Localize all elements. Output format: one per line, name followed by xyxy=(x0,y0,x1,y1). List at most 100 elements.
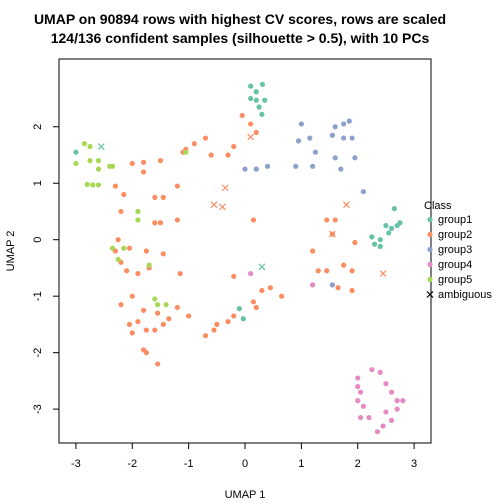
group2-point xyxy=(250,217,257,223)
group5-point xyxy=(135,217,141,223)
group5-point xyxy=(95,158,102,164)
group3-point xyxy=(310,163,316,169)
group2-point xyxy=(231,143,237,150)
group4-point xyxy=(355,383,361,390)
group4-point xyxy=(394,406,400,412)
group3-point xyxy=(329,282,335,288)
group2-point xyxy=(118,208,124,215)
ambiguous-point xyxy=(210,201,218,209)
group2-point xyxy=(352,239,358,246)
group4-point xyxy=(400,398,406,404)
group4-point xyxy=(394,398,400,404)
legend-marker-group1 xyxy=(427,216,433,223)
group2-point xyxy=(166,316,172,322)
group2-point xyxy=(160,251,166,257)
group5-point xyxy=(146,262,152,268)
group4-point xyxy=(388,417,395,424)
group3-point xyxy=(332,155,338,161)
group2-point xyxy=(191,141,197,147)
group1-point xyxy=(377,243,383,250)
group2-point xyxy=(239,112,245,119)
group2-point xyxy=(349,287,355,294)
group2-point xyxy=(160,321,166,328)
group4-point xyxy=(310,282,316,288)
group2-point xyxy=(129,293,135,299)
ambiguous-point xyxy=(328,230,336,238)
group5-point xyxy=(73,160,79,167)
group2-point xyxy=(174,217,180,223)
group1-point xyxy=(372,241,378,247)
y-axis: -3 -2 -1 0 1 2 xyxy=(32,124,60,414)
legend: Class group1 group2 group3 group4 group5 ambi… xyxy=(424,200,492,301)
x-tick-label: 2 xyxy=(355,458,361,470)
points-layer xyxy=(73,81,406,435)
group2-point xyxy=(129,160,135,167)
group2-point xyxy=(143,350,149,356)
group1-point xyxy=(262,97,268,103)
group4-point xyxy=(377,369,383,376)
group5-point xyxy=(183,149,189,155)
legend-marker-group2 xyxy=(427,231,433,238)
group3-point xyxy=(341,121,347,127)
group3-point xyxy=(346,118,352,124)
group4-point xyxy=(369,366,375,373)
group1-point xyxy=(391,206,397,212)
x-axis-label: UMAP 1 xyxy=(225,489,266,501)
y-tick-label: 2 xyxy=(32,124,44,130)
group5-point xyxy=(121,245,127,251)
group5-point xyxy=(115,256,121,263)
group2-point xyxy=(143,327,149,333)
group4-point xyxy=(248,270,254,277)
group5-point xyxy=(81,141,87,147)
group1-point xyxy=(256,104,262,110)
y-tick-label: -2 xyxy=(32,348,44,358)
y-tick-label: 1 xyxy=(32,180,44,186)
group4-point xyxy=(374,429,381,435)
group2-point xyxy=(202,333,209,339)
group5-point xyxy=(90,182,96,188)
group2-point xyxy=(152,220,158,226)
group2-point xyxy=(259,287,265,294)
group2-point xyxy=(157,220,164,226)
group3-point xyxy=(253,166,259,172)
group5-point xyxy=(155,302,161,308)
group4-point xyxy=(357,414,364,421)
group5-point xyxy=(87,158,93,164)
group2-point xyxy=(174,183,180,189)
x-axis: -3 -2 -1 0 1 2 3 xyxy=(71,442,417,470)
group5-point xyxy=(95,166,102,172)
group2-point xyxy=(140,307,147,313)
group2-point xyxy=(155,310,161,316)
group2-point xyxy=(231,273,237,280)
legend-label-group4: group4 xyxy=(438,259,472,271)
group2-point xyxy=(112,183,118,189)
group4-point xyxy=(388,389,395,395)
group2-point xyxy=(143,248,149,254)
group1-point xyxy=(73,149,79,155)
group1-point xyxy=(259,111,265,117)
group3-point xyxy=(298,121,304,127)
group4-point xyxy=(357,389,364,395)
group1-point xyxy=(388,225,395,232)
y-axis-label: UMAP 2 xyxy=(5,231,17,272)
group4-point xyxy=(383,381,389,387)
group2-point xyxy=(186,313,192,319)
group2-point xyxy=(177,270,183,277)
x-tick-label: -2 xyxy=(127,458,137,470)
ambiguous-point xyxy=(97,143,105,150)
legend-marker-group5 xyxy=(427,276,433,283)
group3-point xyxy=(352,155,358,161)
group3-point xyxy=(332,124,338,130)
group1-point xyxy=(383,222,389,229)
group2-point xyxy=(231,313,237,319)
group1-point xyxy=(259,81,266,88)
group5-point xyxy=(95,182,102,188)
group2-point xyxy=(225,318,231,325)
ambiguous-point xyxy=(221,184,229,192)
group4-point xyxy=(360,403,366,409)
group3-point xyxy=(341,135,347,141)
group2-point xyxy=(349,268,355,274)
group2-point xyxy=(253,304,259,311)
group2-point xyxy=(208,152,214,158)
group2-point xyxy=(152,327,158,333)
